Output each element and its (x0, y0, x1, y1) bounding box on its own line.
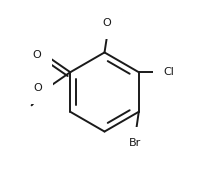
Text: Br: Br (129, 139, 141, 148)
Text: O: O (102, 18, 111, 28)
Text: Cl: Cl (164, 67, 174, 77)
Text: O: O (33, 83, 42, 93)
Text: O: O (32, 50, 41, 60)
